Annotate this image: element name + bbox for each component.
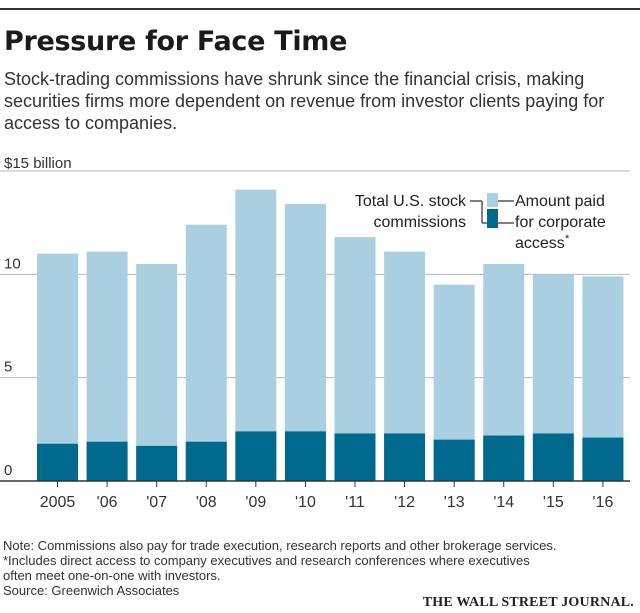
legend-bracket-total xyxy=(470,200,488,224)
legend-bracket-access xyxy=(498,200,514,224)
legend-access-label-line3: access xyxy=(515,235,565,252)
legend-total-label-line1: Total U.S. stock xyxy=(355,193,467,210)
publisher-logo: THE WALL STREET JOURNAL. xyxy=(422,595,634,610)
bar-corporate-access xyxy=(37,443,78,481)
x-tick-label: '13 xyxy=(444,494,465,511)
legend-total-label-line2: commissions xyxy=(374,214,466,231)
legend-swatch-total xyxy=(487,193,498,207)
x-tick-label: 2005 xyxy=(40,494,76,511)
x-tick-label: '07 xyxy=(146,494,167,511)
bar-corporate-access xyxy=(483,435,525,481)
x-tick-label: '08 xyxy=(196,494,217,511)
y-tick-label: 5 xyxy=(4,359,12,376)
chart-subtitle: Stock-trading commissions have shrunk si… xyxy=(4,69,605,133)
y-axis-ticks: 0 5 10 xyxy=(4,255,21,479)
bar-corporate-access xyxy=(235,431,277,481)
y-tick-label: 10 xyxy=(4,255,21,272)
bar-corporate-access xyxy=(334,433,376,481)
bar-corporate-access xyxy=(433,439,475,481)
footnote-line-1: *Includes direct access to company execu… xyxy=(3,553,530,568)
legend-access-label-line1: Amount paid xyxy=(515,193,605,210)
x-tick-label: '10 xyxy=(295,494,316,511)
bar-corporate-access xyxy=(136,445,178,481)
x-tick-label: '11 xyxy=(345,494,365,511)
source-text: Source: Greenwich Associates xyxy=(3,583,180,598)
note-text: Note: Commissions also pay for trade exe… xyxy=(3,538,557,553)
bar-corporate-access xyxy=(532,433,574,481)
legend-swatch-access xyxy=(487,209,498,228)
x-tick-label: '14 xyxy=(493,494,514,511)
x-tick-label: '16 xyxy=(592,494,613,511)
x-tick-label: '06 xyxy=(97,494,118,511)
footnote-line-2: often meet one-on-one with investors. xyxy=(3,568,221,583)
y-tick-label: 0 xyxy=(4,462,12,479)
y-axis-unit-label: $15 billion xyxy=(4,155,72,172)
bar-total-commissions xyxy=(136,264,178,481)
x-tick-label: '09 xyxy=(245,494,266,511)
bar-total-commissions xyxy=(37,253,78,481)
x-tick-label: '15 xyxy=(543,494,564,511)
x-tick-label: '12 xyxy=(394,494,415,511)
bar-corporate-access xyxy=(284,431,326,481)
bar-corporate-access xyxy=(86,441,128,481)
bars xyxy=(37,189,624,482)
bar-corporate-access xyxy=(185,441,227,481)
x-axis-ticks: 2005 '06 '07 '08 '09 '10 '11 '12 '13 '14 '15 '16 xyxy=(0,480,630,511)
bar-corporate-access xyxy=(384,433,426,481)
legend: Total U.S. stock commissions Amount paid fo… xyxy=(355,193,606,252)
chart-title: Pressure for Face Time xyxy=(4,26,348,57)
top-rule xyxy=(0,8,640,10)
bar-corporate-access xyxy=(582,437,624,481)
legend-access-label-line2: for corporate xyxy=(515,214,606,231)
bar-total-commissions xyxy=(185,224,227,481)
legend-footnote-marker: * xyxy=(565,233,570,245)
notes: Note: Commissions also pay for trade exe… xyxy=(3,538,637,598)
bar-chart: 0 5 10 2005 '06 '07 '08 '09 '10 '11 '12 '13 '14 '15 '… xyxy=(0,170,630,511)
